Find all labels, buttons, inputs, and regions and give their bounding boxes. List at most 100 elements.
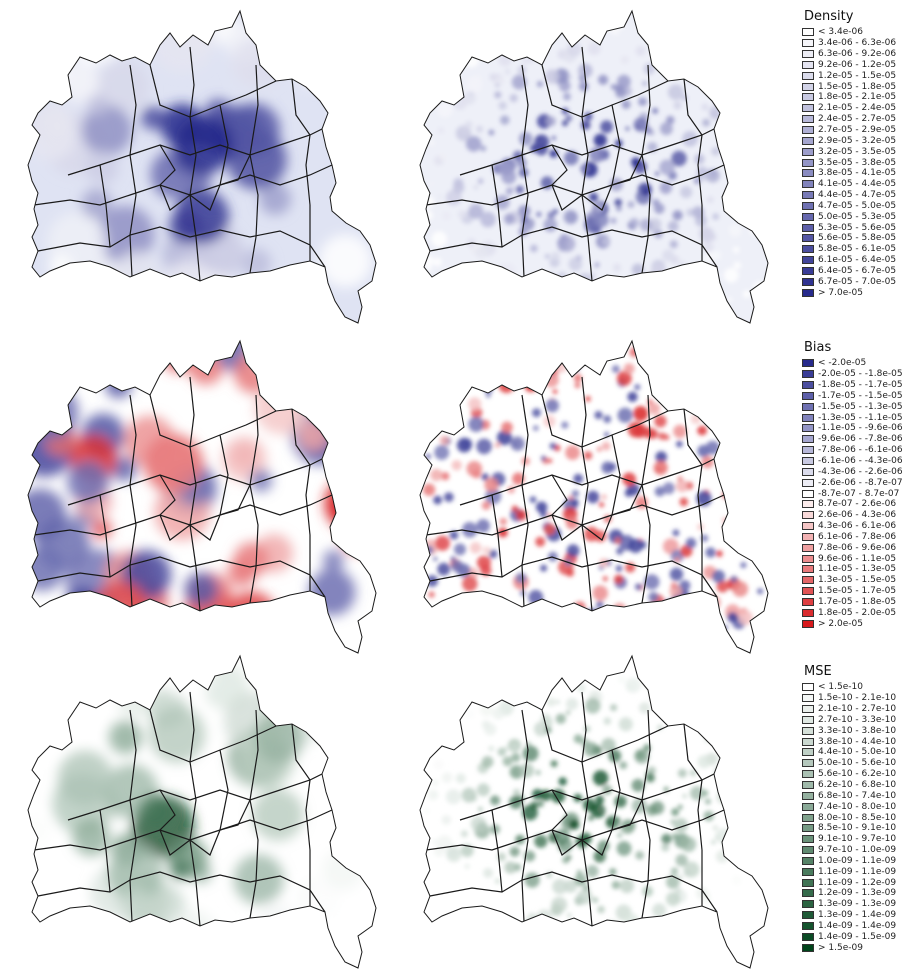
- legend-swatch: [802, 759, 814, 768]
- legend-row: 3.2e-05 - 3.5e-05: [802, 146, 896, 157]
- legend-swatch: [802, 402, 814, 411]
- mse-legend: MSE < 1.5e-10 1.5e-10 - 2.1e-10 2.1e-10 - …: [802, 664, 896, 953]
- legend-row: -1.7e-05 - -1.5e-05: [802, 391, 903, 402]
- legend-label: 1.5e-05 - 1.7e-05: [818, 586, 897, 597]
- legend-row: 1.2e-09 - 1.3e-09: [802, 888, 896, 899]
- district-boundary: [459, 454, 723, 506]
- legend-swatch: [802, 223, 814, 232]
- legend-swatch: [802, 597, 814, 606]
- legend-label: 1.5e-10 - 2.1e-10: [818, 693, 897, 704]
- legend-label: > 7.0e-05: [818, 287, 863, 298]
- legend-label: -9.6e-06 - -7.8e-06: [818, 434, 903, 445]
- legend-label: 6.1e-06 - 7.8e-06: [818, 531, 897, 542]
- legend-row: 1.5e-10 - 2.1e-10: [802, 693, 896, 704]
- district-boundary: [149, 64, 277, 118]
- density-map-left: [27, 9, 377, 324]
- legend-swatch: [802, 256, 814, 265]
- legend-swatch: [802, 619, 814, 628]
- legend-swatch: [802, 71, 814, 80]
- district-boundary: [219, 434, 229, 516]
- legend-row: 2.6e-06 - 4.3e-06: [802, 510, 903, 521]
- legend-row: 1.3e-09 - 1.3e-09: [802, 899, 896, 910]
- legend-swatch: [802, 543, 814, 552]
- legend-swatch: [802, 467, 814, 476]
- legend-label: 1.4e-09 - 1.5e-09: [818, 931, 897, 942]
- legend-label: < 1.5e-10: [818, 682, 863, 693]
- legend-swatch: [802, 457, 814, 466]
- legend-label: 9.7e-10 - 1.0e-09: [818, 845, 897, 856]
- legend-row: -9.6e-06 - -7.8e-06: [802, 434, 903, 445]
- legend-label: 7.4e-10 - 8.0e-10: [818, 801, 897, 812]
- legend-row: 1.3e-05 - 1.5e-05: [802, 575, 903, 586]
- legend-row: -6.1e-06 - -4.3e-06: [802, 456, 903, 467]
- legend-label: 1.8e-05 - 2.1e-05: [818, 92, 897, 103]
- district-boundary: [99, 494, 111, 578]
- legend-row: 8.5e-10 - 9.1e-10: [802, 823, 896, 834]
- legend-swatch: [802, 943, 814, 952]
- legend-title: Bias: [804, 340, 832, 355]
- district-boundary: [683, 408, 703, 591]
- district-boundary: [683, 78, 703, 261]
- legend-swatch: [802, 126, 814, 135]
- legend-swatch: [802, 180, 814, 189]
- district-boundary: [159, 144, 251, 211]
- district-boundary: [291, 78, 311, 261]
- legend-label: 3.5e-05 - 3.8e-05: [818, 157, 897, 168]
- legend-swatch: [802, 932, 814, 941]
- legend-row: 9.1e-10 - 9.7e-10: [802, 834, 896, 845]
- legend-swatch: [802, 234, 814, 243]
- legend-row: 4.4e-10 - 5.0e-10: [802, 747, 896, 758]
- legend-swatch: [802, 28, 814, 37]
- city-outline: [419, 339, 769, 654]
- legend-label: 4.3e-06 - 6.1e-06: [818, 521, 897, 532]
- legend-row: -4.3e-06 - -2.6e-06: [802, 466, 903, 477]
- district-boundary: [551, 144, 643, 211]
- district-boundary: [37, 871, 326, 913]
- legend-row: 3.3e-10 - 3.8e-10: [802, 725, 896, 736]
- legend-label: -2.0e-05 - -1.8e-05: [818, 369, 903, 380]
- legend-swatch: [802, 500, 814, 509]
- legend-row: 9.6e-06 - 1.1e-05: [802, 553, 903, 564]
- legend-label: > 2.0e-05: [818, 618, 863, 629]
- legend-label: 6.3e-06 - 9.2e-06: [818, 49, 897, 60]
- legend-row: -7.8e-06 - -6.1e-06: [802, 445, 903, 456]
- legend-label: 8.5e-10 - 9.1e-10: [818, 823, 897, 834]
- district-boundary: [219, 104, 229, 186]
- legend-label: 4.7e-05 - 5.0e-05: [818, 200, 897, 211]
- legend-label: -1.5e-05 - -1.3e-05: [818, 401, 903, 412]
- legend-label: 5.6e-05 - 5.8e-05: [818, 233, 897, 244]
- legend-swatch: [802, 587, 814, 596]
- legend-row: 1.7e-05 - 1.8e-05: [802, 597, 903, 608]
- legend-label: 5.0e-05 - 5.3e-05: [818, 211, 897, 222]
- legend-label: 1.3e-05 - 1.5e-05: [818, 575, 897, 586]
- legend-label: -1.3e-05 - -1.1e-05: [818, 412, 903, 423]
- district-boundary: [581, 376, 593, 612]
- district-boundary: [37, 226, 326, 268]
- legend-label: 1.3e-09 - 1.4e-09: [818, 910, 897, 921]
- district-boundary: [429, 871, 718, 913]
- legend-row: 1.8e-05 - 2.1e-05: [802, 92, 896, 103]
- legend-swatch: [802, 391, 814, 400]
- legend-swatch: [802, 288, 814, 297]
- legend-label: -6.1e-06 - -4.3e-06: [818, 456, 903, 467]
- legend-label: 2.6e-06 - 4.3e-06: [818, 510, 897, 521]
- legend-swatch: [802, 694, 814, 703]
- legend-label: < 3.4e-06: [818, 27, 863, 38]
- legend-row: 8.0e-10 - 8.5e-10: [802, 812, 896, 823]
- district-boundary: [541, 394, 669, 448]
- district-boundary: [189, 691, 201, 927]
- density-map-right: [419, 9, 769, 324]
- legend-label: 1.2e-09 - 1.3e-09: [818, 888, 897, 899]
- legend-swatch: [802, 856, 814, 865]
- district-boundary: [99, 164, 111, 248]
- legend-label: 6.7e-05 - 7.0e-05: [818, 276, 897, 287]
- legend-label: 9.6e-06 - 1.1e-05: [818, 553, 897, 564]
- legend-swatch: [802, 424, 814, 433]
- legend-row: 4.4e-05 - 4.7e-05: [802, 190, 896, 201]
- legend-swatch: [802, 435, 814, 444]
- legend-swatch: [802, 889, 814, 898]
- legend-swatch: [802, 413, 814, 422]
- legend-row: 6.8e-10 - 7.4e-10: [802, 790, 896, 801]
- legend-swatch: [802, 813, 814, 822]
- legend-label: 1.0e-09 - 1.1e-09: [818, 855, 897, 866]
